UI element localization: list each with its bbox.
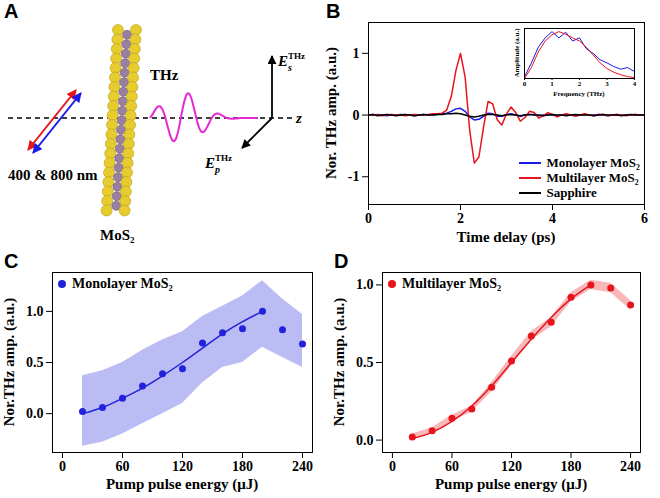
svg-text:400 & 800 nm: 400 & 800 nm	[8, 167, 98, 183]
html-text:Nor.THz amp. (a.u.): Nor.THz amp. (a.u.)	[330, 297, 347, 427]
html-text:Nor.THz amp. (a.u.): Nor.THz amp. (a.u.)	[0, 297, 17, 427]
svg-text:60: 60	[116, 459, 130, 474]
html-text:A: A	[4, 0, 19, 22]
svg-text:p: p	[214, 164, 220, 175]
svg-text:s: s	[287, 62, 292, 73]
svg-text:MoS₂: MoS₂	[100, 227, 135, 243]
svg-text:6: 6	[641, 211, 648, 226]
html-text:Sapphire: Sapphire	[546, 185, 597, 200]
svg-text:0: 0	[353, 108, 360, 123]
svg-text:0.0: 0.0	[26, 406, 44, 421]
svg-text:THz: THz	[288, 51, 305, 61]
svg-text:E: E	[204, 155, 215, 171]
html-text:Frequency (THz): Frequency (THz)	[553, 90, 605, 98]
html-text:Pump pulse energy (μJ): Pump pulse energy (μJ)	[434, 476, 588, 492]
html-text:Monolayer MoS₂: Monolayer MoS₂	[546, 155, 640, 170]
svg-text:THz: THz	[215, 153, 232, 163]
svg-text:-1: -1	[348, 169, 360, 184]
svg-text:THz: THz	[150, 67, 179, 83]
svg-text:180: 180	[561, 459, 582, 474]
html-text:Time delay (ps): Time delay (ps)	[456, 229, 556, 245]
html-text:Multilayer MoS₂: Multilayer MoS₂	[402, 276, 502, 291]
svg-text:2: 2	[457, 211, 464, 226]
svg-text:z: z	[295, 110, 302, 126]
svg-text:0: 0	[523, 80, 527, 88]
html-text:Pump pulse energy (μJ): Pump pulse energy (μJ)	[105, 476, 259, 492]
svg-text:3: 3	[605, 80, 609, 88]
svg-text:120: 120	[172, 459, 193, 474]
svg-text:0: 0	[59, 459, 66, 474]
html-text:Amplitude (a.u.): Amplitude (a.u.)	[512, 28, 521, 78]
svg-text:4: 4	[633, 80, 637, 88]
svg-text:1: 1	[550, 80, 554, 88]
svg-text:0: 0	[389, 459, 396, 474]
html-text:Nor. THz amp. (a.u.): Nor. THz amp. (a.u.)	[322, 47, 339, 179]
html-text:D: D	[334, 250, 349, 272]
svg-text:0.0: 0.0	[356, 433, 374, 448]
svg-text:240: 240	[292, 459, 313, 474]
svg-text:1.0: 1.0	[356, 277, 374, 292]
html-text:B: B	[326, 0, 341, 22]
svg-text:2: 2	[578, 80, 582, 88]
html-text:C: C	[4, 250, 19, 272]
svg-text:240: 240	[620, 459, 641, 474]
svg-text:0: 0	[365, 211, 372, 226]
svg-text:0.5: 0.5	[356, 355, 374, 370]
svg-text:0.5: 0.5	[26, 355, 44, 370]
svg-text:60: 60	[445, 459, 459, 474]
svg-text:120: 120	[501, 459, 522, 474]
svg-text:1.0: 1.0	[26, 304, 44, 319]
svg-text:E: E	[277, 53, 288, 69]
svg-text:180: 180	[232, 459, 253, 474]
html-text:Multilayer MoS₂: Multilayer MoS₂	[546, 170, 639, 185]
svg-text:4: 4	[549, 211, 556, 226]
html-text:Monolayer MoS₂: Monolayer MoS₂	[72, 276, 173, 291]
svg-text:1: 1	[353, 46, 360, 61]
